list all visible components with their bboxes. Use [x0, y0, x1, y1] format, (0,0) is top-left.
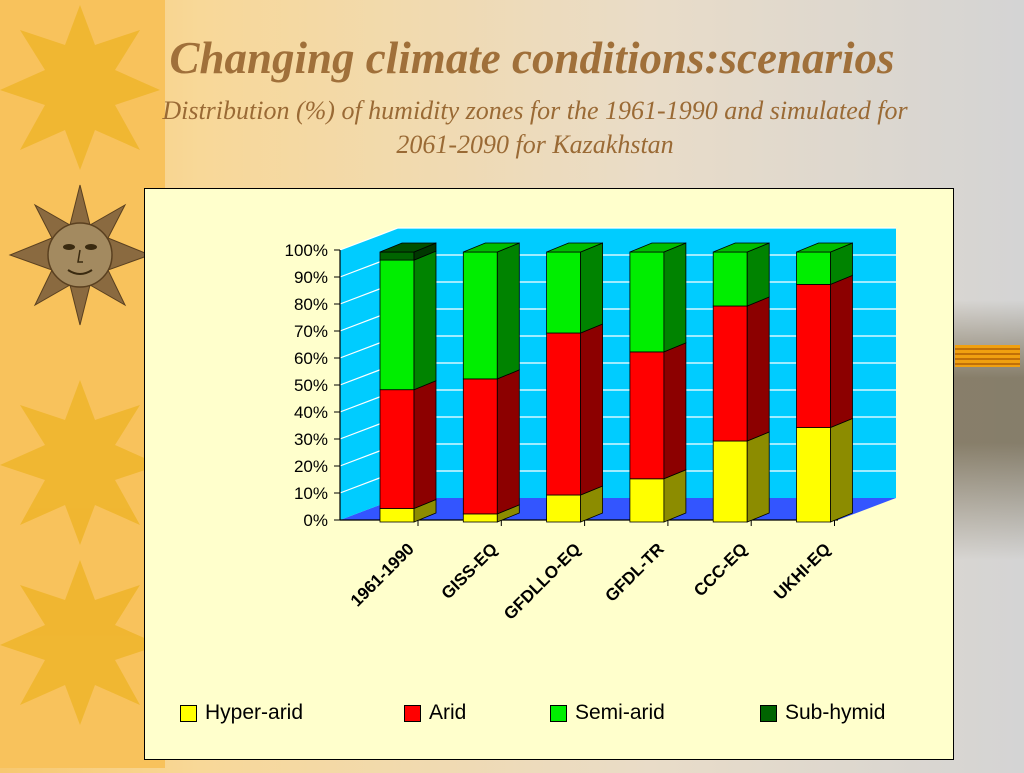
chart-legend: Hyper-arid Arid Semi-arid Sub-hymid [180, 700, 940, 726]
sun-decoration-icon [0, 5, 160, 725]
y-tick-label: 50% [294, 376, 328, 395]
bar-segment-side [413, 380, 437, 510]
bar-top [463, 242, 520, 253]
bar-segment-side [746, 242, 770, 307]
legend-swatch-semi-arid [550, 704, 567, 722]
legend-swatch-hyper-arid [180, 704, 197, 722]
gridline [339, 227, 896, 251]
bar-segment [712, 440, 748, 523]
bar-segment [629, 251, 665, 353]
bar-segment [712, 305, 748, 442]
legend-swatch-sub-hymid [760, 704, 777, 722]
subtitle-line-1: Distribution (%) of humidity zones for t… [162, 96, 908, 125]
bar-segment [379, 389, 415, 509]
bar-segment [462, 378, 498, 515]
bar-segment [462, 513, 498, 523]
legend-label-hyper-arid: Hyper-arid [205, 701, 304, 724]
x-tick-label: GFDLLO-EQ [500, 539, 584, 623]
x-tick-label: CCC-EQ [690, 539, 751, 600]
bar-top [379, 242, 437, 253]
bar-segment [546, 494, 581, 523]
bar-segment-side [830, 274, 853, 429]
legend-swatch-arid [404, 704, 421, 722]
bar-segment-side [663, 342, 687, 480]
legend-item-arid: Arid [404, 701, 550, 725]
x-tick-label: GFDL-TR [602, 539, 668, 605]
bar-top [629, 242, 687, 253]
bar-segment [796, 283, 831, 428]
bar-segment [546, 251, 581, 334]
bar-segment [712, 251, 748, 307]
legend-label-arid: Arid [429, 701, 467, 724]
slide-subtitle: Distribution (%) of humidity zones for t… [40, 94, 1024, 162]
y-tick-label: 70% [294, 322, 328, 341]
y-tick-label: 80% [294, 295, 328, 314]
bar-segment-side [580, 242, 603, 334]
bar-segment-side [746, 296, 770, 442]
y-tick-label: 0% [303, 511, 328, 530]
y-tick-label: 100% [285, 241, 328, 260]
y-tick-label: 20% [294, 457, 328, 476]
slide-title: Changing climate conditions:scenarios [169, 33, 895, 83]
y-tick-label: 90% [294, 268, 328, 287]
bar-segment-side [663, 242, 687, 353]
bar-segment-side [830, 417, 853, 523]
x-tick-label: 1961-1990 [347, 539, 418, 610]
decor-bar [955, 345, 1020, 367]
bar-segment [462, 251, 498, 380]
legend-item-semi-arid: Semi-arid [550, 701, 760, 725]
bar-segment-side [496, 369, 520, 515]
y-tick-label: 10% [294, 484, 328, 503]
bar-segment [629, 478, 665, 523]
bar-segment-side [496, 242, 520, 380]
bar-segment-side [746, 431, 770, 523]
bar-segment-side [413, 250, 437, 391]
subtitle-line-2: 2061-2090 for Kazakhstan [396, 130, 674, 159]
y-tick-label: 30% [294, 430, 328, 449]
bar-segment [796, 427, 831, 523]
legend-label-sub-hymid: Sub-hymid [785, 701, 886, 724]
y-tick-label: 40% [294, 403, 328, 422]
x-tick-label: UKHI-EQ [770, 539, 834, 603]
legend-item-hyper-arid: Hyper-arid [180, 701, 378, 725]
y-tick-label: 60% [294, 349, 328, 368]
bar-segment [379, 251, 415, 261]
sun-face-icon [8, 184, 152, 326]
bar-segment-side [580, 323, 603, 496]
legend-item-sub-hymid: Sub-hymid [760, 701, 885, 725]
bar-segment [379, 508, 415, 523]
bar-top [796, 242, 853, 253]
bar-segment [796, 251, 831, 285]
bar-top [713, 242, 770, 253]
bar-segment [379, 259, 415, 391]
left-decor-strip [0, 0, 165, 768]
bar-segment [629, 351, 665, 480]
legend-label-semi-arid: Semi-arid [575, 701, 665, 724]
x-tick-label: GISS-EQ [438, 539, 502, 603]
bar-segment [546, 332, 581, 496]
bar-top [546, 242, 603, 253]
